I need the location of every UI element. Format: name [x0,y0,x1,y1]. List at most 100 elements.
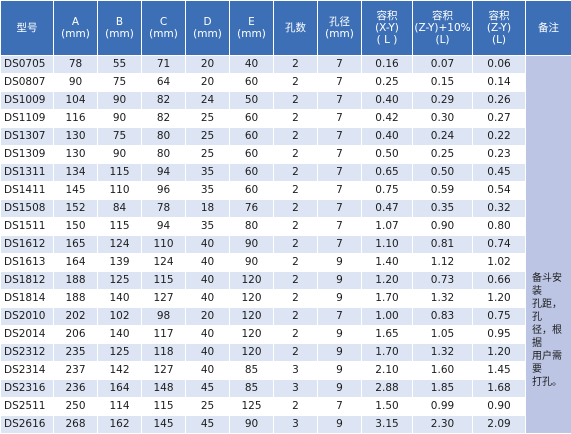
header-line: (mm) [230,28,273,40]
value-cell: 110 [98,182,142,200]
value-cell: 235 [54,344,98,362]
value-cell: 64 [142,74,186,92]
value-cell: 2 [274,290,318,308]
value-cell: 2 [274,326,318,344]
value-cell: 2 [274,398,318,416]
value-cell: 0.74 [473,236,526,254]
value-cell: 237 [54,362,98,380]
value-cell: 2.09 [473,416,526,434]
value-cell: 90 [98,146,142,164]
model-cell: DS1612 [1,236,54,254]
value-cell: 9 [318,362,362,380]
remark-line: 用户需要 [532,350,568,376]
value-cell: 1.10 [362,236,413,254]
value-cell: 117 [142,326,186,344]
value-cell: 102 [98,308,142,326]
model-cell: DS1511 [1,218,54,236]
value-cell: 1.07 [362,218,413,236]
value-cell: 60 [230,110,274,128]
value-cell: 142 [98,362,142,380]
value-cell: 2 [274,182,318,200]
value-cell: 2 [274,74,318,92]
value-cell: 9 [318,416,362,434]
value-cell: 236 [54,380,98,398]
value-cell: 0.47 [362,200,413,218]
value-cell: 2 [274,92,318,110]
header-line: (L) [473,34,525,46]
value-cell: 7 [318,164,362,182]
value-cell: 0.32 [473,200,526,218]
value-cell: 0.30 [413,110,473,128]
value-cell: 40 [186,272,230,290]
header-line: 备注 [526,22,571,34]
value-cell: 1.68 [473,380,526,398]
value-cell: 9 [318,380,362,398]
header-volume-zy-plus10: 容积(Z-Y)+10%(L) [413,1,473,56]
remark-line: 打孔。 [532,376,568,389]
model-cell: DS1814 [1,290,54,308]
value-cell: 115 [142,272,186,290]
header-line: (mm) [186,28,229,40]
header-model: 型号 [1,1,54,56]
value-cell: 1.05 [413,326,473,344]
value-cell: 80 [230,218,274,236]
value-cell: 40 [186,236,230,254]
value-cell: 115 [98,164,142,182]
value-cell: 0.54 [473,182,526,200]
value-cell: 0.95 [473,326,526,344]
value-cell: 139 [98,254,142,272]
value-cell: 127 [142,362,186,380]
header-line: 型号 [1,22,53,34]
value-cell: 80 [142,128,186,146]
value-cell: 125 [230,398,274,416]
value-cell: 120 [230,344,274,362]
model-cell: DS2616 [1,416,54,434]
value-cell: 3 [274,380,318,398]
value-cell: 0.42 [362,110,413,128]
value-cell: 0.23 [473,146,526,164]
model-cell: DS1812 [1,272,54,290]
header-e: E(mm) [230,1,274,56]
header-line: B [98,16,141,28]
header-line: (Z-Y) [473,22,525,34]
value-cell: 25 [186,128,230,146]
header-line: D [186,16,229,28]
value-cell: 82 [142,110,186,128]
value-cell: 2 [274,128,318,146]
value-cell: 20 [186,308,230,326]
value-cell: 40 [186,290,230,308]
value-cell: 9 [318,254,362,272]
value-cell: 2.10 [362,362,413,380]
value-cell: 9 [318,344,362,362]
value-cell: 118 [142,344,186,362]
value-cell: 202 [54,308,98,326]
value-cell: 0.25 [413,146,473,164]
value-cell: 55 [98,56,142,74]
value-cell: 1.02 [473,254,526,272]
model-cell: DS1311 [1,164,54,182]
value-cell: 2 [274,110,318,128]
value-cell: 0.59 [413,182,473,200]
value-cell: 2.30 [413,416,473,434]
value-cell: 188 [54,272,98,290]
value-cell: 130 [54,146,98,164]
value-cell: 2 [274,236,318,254]
value-cell: 35 [186,182,230,200]
header-hole-count: 孔数 [274,1,318,56]
value-cell: 134 [54,164,98,182]
value-cell: 96 [142,182,186,200]
value-cell: 90 [230,254,274,272]
value-cell: 3 [274,362,318,380]
value-cell: 0.50 [413,164,473,182]
value-cell: 7 [318,56,362,74]
value-cell: 164 [98,380,142,398]
value-cell: 140 [98,290,142,308]
